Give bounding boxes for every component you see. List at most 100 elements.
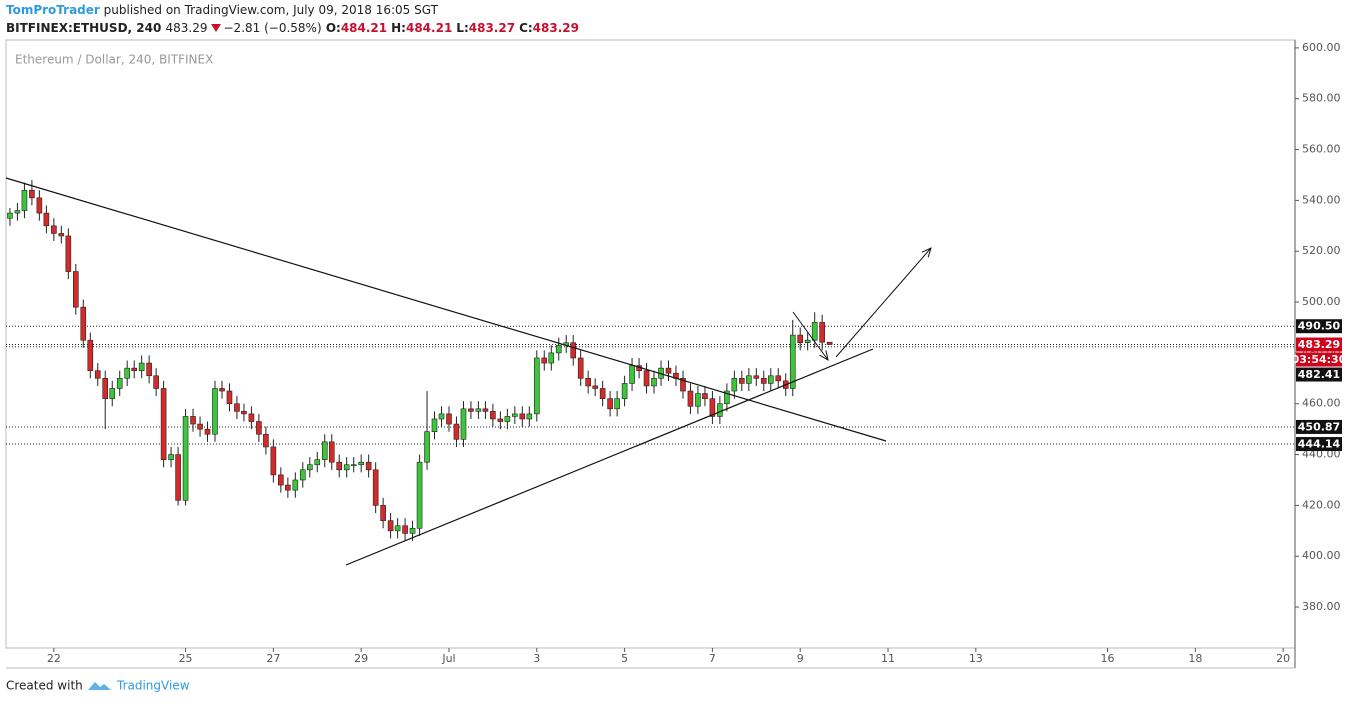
candle-body [336,461,343,471]
candle-body [175,454,181,501]
candle-body [709,398,716,417]
level-label: 444.14 [1298,438,1341,451]
candle-body [424,431,430,463]
candle-body [599,388,606,399]
x-tick-label: 20 [1276,652,1290,665]
y-tick-label: 520.00 [1302,244,1341,257]
arrow [835,248,931,358]
candle-body [468,408,474,412]
candle-body [519,413,526,420]
candle-body [21,189,28,211]
y-tick-label: 400.00 [1302,549,1341,562]
candle-body [592,385,598,389]
x-tick-label: 29 [354,652,368,665]
x-tick-label: 11 [881,652,895,665]
candle-body [753,375,760,379]
candle-body [643,370,650,387]
level-label-box [1296,437,1342,452]
x-tick-label: Jul [441,652,455,665]
candle-body [256,421,262,435]
candle-body [328,441,335,463]
candle-body [665,367,672,374]
y-tick-label: 460.00 [1302,397,1341,410]
x-tick-label: 7 [709,652,716,665]
x-tick-label: 18 [1188,652,1202,665]
logo [88,682,111,690]
candle-body [826,341,833,345]
candle-body [555,344,562,354]
candle-body [73,271,79,308]
y-tick-label: 600.00 [1302,41,1341,54]
ohlc-label: H: [391,21,406,35]
candle-body [36,197,43,214]
candle-body [380,505,386,521]
candle-body [343,464,350,471]
candle-body [387,520,394,532]
candle-body [431,418,438,432]
candle-body [789,334,796,389]
candle-body [490,411,496,420]
candle-body [724,390,730,405]
publish-line: TomProTrader published on TradingView.co… [6,3,438,17]
candle-body [767,375,774,384]
candle-body [614,398,620,410]
candle-body [811,322,818,341]
footer-brand[interactable]: TradingView [116,679,190,693]
level-label: 482.41 [1298,368,1340,381]
candle-body [409,527,416,534]
x-tick-label: 27 [266,652,280,665]
countdown-box [1296,352,1342,367]
candle-body [321,441,328,460]
ohlc-value: 484.21 [340,21,388,35]
candle-body [263,433,269,448]
candle-body [314,459,321,466]
candle-body [372,469,379,506]
candle-body [168,454,174,460]
candle-body [190,416,196,425]
x-tick-label: 3 [533,652,540,665]
ohlc-label: L: [456,21,469,35]
candle-body [146,362,152,377]
down-arrow [210,24,221,32]
candle-body [446,413,452,425]
candle-body [512,413,518,417]
candle-body [226,390,233,405]
level-label-box [1296,419,1342,434]
candle-body [248,413,255,422]
candle-body [577,357,584,379]
candle-body [7,212,13,219]
ohlc-value: 483.27 [468,21,516,35]
candle-body [29,189,35,199]
candle-body [197,423,203,430]
candle-body [760,378,767,384]
candle-body [739,378,745,384]
candle-body [182,416,189,501]
y-tick-label: 420.00 [1302,498,1341,511]
published: published on TradingView.com, July 09, 2… [103,3,438,17]
candle-body [160,388,167,460]
candle-body [350,464,357,467]
candle-body [138,362,145,371]
ohlc-label: C: [519,21,533,35]
candle-body [819,322,825,343]
change: −2.81 (−0.58%) [223,21,322,35]
candle-body [270,446,277,476]
candle-body [621,383,628,399]
author[interactable]: TomProTrader [6,3,100,17]
candle-body [241,411,247,415]
x-tick-label: 25 [179,652,193,665]
candle-body [541,357,548,364]
candle-body [299,469,306,481]
y-tick-label: 500.00 [1302,295,1341,308]
candle-body [548,352,555,364]
candle-body [416,461,423,529]
candle-body [687,390,694,407]
x-tick-label: 9 [797,652,804,665]
candle-body [204,428,211,435]
candle-body [358,461,364,466]
candle-body [460,408,467,440]
candle-body [278,474,284,486]
trend-line [5,177,887,442]
y-tick-label: 380.00 [1302,600,1341,613]
candle-body [402,525,408,534]
